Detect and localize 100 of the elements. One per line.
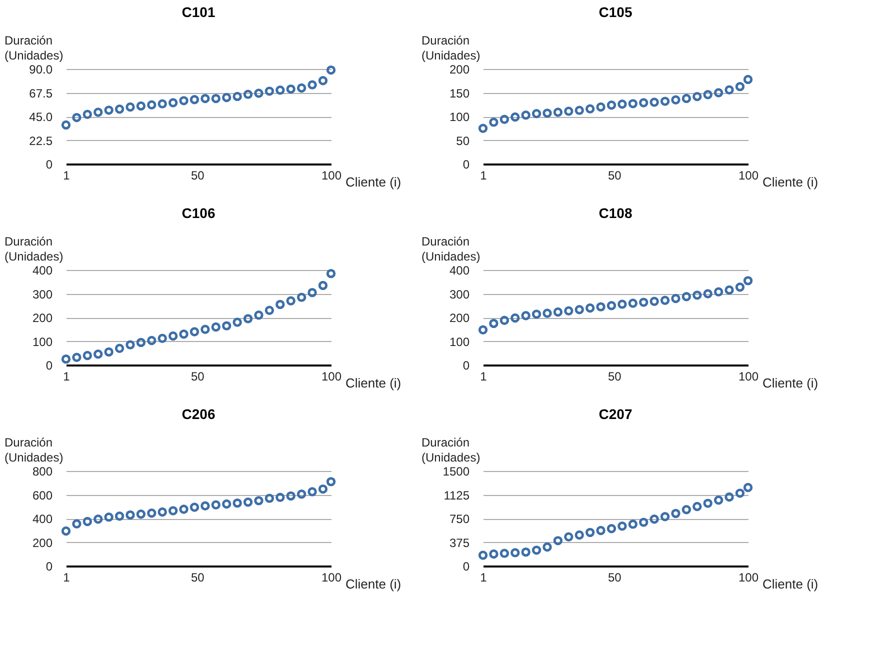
point <box>308 80 317 90</box>
x-axis-title: Cliente (i) <box>346 576 402 592</box>
point <box>671 294 680 304</box>
point <box>168 98 178 108</box>
y-axis-title: Duración (Unidades) <box>422 436 480 464</box>
point <box>639 298 648 307</box>
point <box>147 508 156 518</box>
x-tick-label: 100 <box>321 168 342 182</box>
point <box>286 491 296 501</box>
y-tick-label: 90.0 <box>29 62 53 76</box>
point <box>104 512 114 522</box>
point <box>478 550 488 560</box>
chart-title: C101 <box>182 4 216 20</box>
point <box>114 104 124 114</box>
y-axis-title: Duración (Unidades) <box>4 436 64 464</box>
chart-title: C207 <box>598 406 632 422</box>
y-tick-label: 200 <box>449 311 470 325</box>
y-tick-label: 600 <box>32 488 53 502</box>
point <box>639 518 648 527</box>
point <box>200 324 210 334</box>
x-tick-label: 50 <box>190 168 205 182</box>
point <box>585 104 595 114</box>
point <box>743 482 753 492</box>
point <box>318 280 328 290</box>
point <box>94 514 103 524</box>
y-tick-label: 1500 <box>442 464 470 478</box>
point <box>714 88 724 98</box>
point <box>489 318 498 328</box>
point <box>126 340 135 350</box>
y-tick-label: 0 <box>46 158 53 172</box>
y-tick-label: 0 <box>46 560 53 574</box>
point <box>521 311 530 320</box>
point <box>532 109 542 118</box>
x-tick-label: 1 <box>480 370 488 384</box>
point <box>72 112 82 122</box>
point <box>735 82 745 92</box>
point <box>489 118 498 127</box>
point <box>126 510 135 520</box>
point <box>628 520 638 529</box>
point <box>179 96 188 106</box>
point <box>61 354 71 364</box>
point <box>574 305 584 314</box>
x-axis-title: Cliente (i) <box>762 376 818 390</box>
point <box>254 310 264 320</box>
point <box>264 86 274 96</box>
point <box>500 114 510 124</box>
y-tick-label: 150 <box>449 86 470 100</box>
point <box>606 524 616 534</box>
point <box>243 90 253 99</box>
x-tick-label: 1 <box>480 168 488 182</box>
point <box>286 84 296 94</box>
point <box>703 289 712 298</box>
y-tick-label: 200 <box>32 311 53 325</box>
point <box>724 85 734 94</box>
point <box>296 490 306 499</box>
point <box>500 548 510 558</box>
point <box>136 510 146 519</box>
x-tick-label: 100 <box>321 570 342 584</box>
point <box>735 488 745 498</box>
point <box>510 112 520 122</box>
point <box>94 108 103 117</box>
x-tick-label: 100 <box>738 168 759 182</box>
y-tick-label: 300 <box>32 287 53 302</box>
point <box>264 494 274 503</box>
y-axis-title: Duración (Unidades) <box>4 34 64 62</box>
point <box>542 542 552 552</box>
point <box>564 306 574 316</box>
point <box>714 496 724 505</box>
point <box>650 514 659 524</box>
point <box>326 268 336 278</box>
point <box>564 532 574 542</box>
point <box>168 331 178 341</box>
y-tick-label: 50 <box>456 134 470 148</box>
chart-title: C105 <box>598 4 632 20</box>
point <box>564 106 574 116</box>
point <box>606 100 616 110</box>
y-tick-label: 800 <box>32 464 53 478</box>
point <box>692 290 702 300</box>
point <box>211 94 221 104</box>
point <box>682 94 692 104</box>
point <box>243 498 253 507</box>
y-tick-label: 0 <box>462 560 470 574</box>
point <box>179 330 188 339</box>
point <box>286 296 296 306</box>
point <box>510 313 520 323</box>
point <box>671 508 680 518</box>
point <box>735 282 745 292</box>
point <box>276 492 285 502</box>
point <box>211 322 221 332</box>
point <box>743 276 753 286</box>
point <box>211 500 221 510</box>
point <box>585 528 595 538</box>
point <box>714 287 724 296</box>
x-tick-label: 50 <box>190 370 205 384</box>
point <box>168 506 178 516</box>
point <box>574 106 584 115</box>
point <box>639 98 648 108</box>
y-tick-label: 375 <box>449 536 470 550</box>
point <box>254 88 264 98</box>
point <box>618 100 627 109</box>
